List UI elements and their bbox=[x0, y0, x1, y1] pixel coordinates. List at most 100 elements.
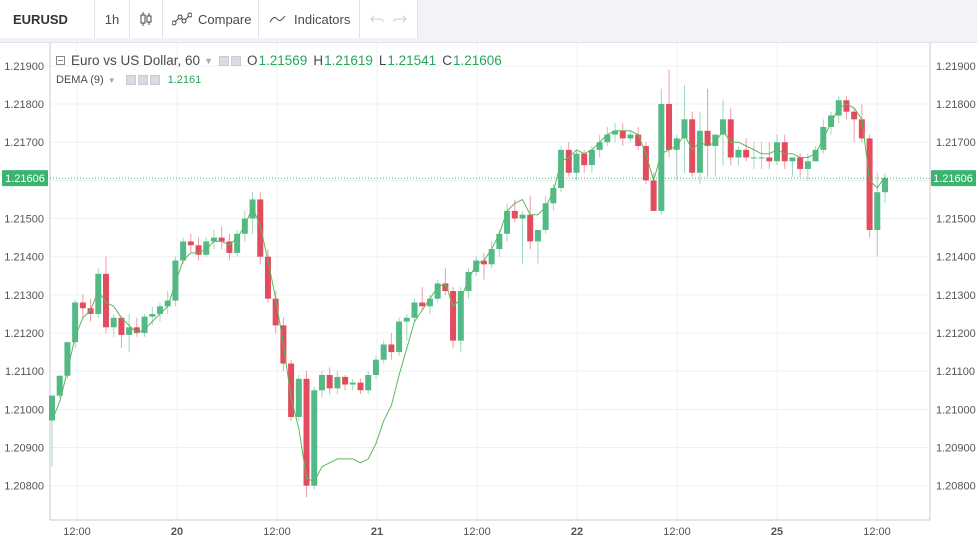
candle bbox=[843, 96, 850, 120]
candle bbox=[72, 300, 79, 349]
candle bbox=[604, 126, 611, 147]
chart-panel[interactable]: 1.219001.218001.217001.216001.215001.214… bbox=[0, 42, 977, 541]
indicators-button[interactable]: Indicators bbox=[259, 0, 360, 38]
candle-body bbox=[573, 153, 580, 173]
candle-body bbox=[480, 260, 487, 265]
candle-body bbox=[380, 344, 387, 360]
candle-body bbox=[388, 344, 395, 353]
candle-body bbox=[619, 130, 626, 139]
candle-body bbox=[635, 134, 642, 147]
candle-body bbox=[272, 298, 279, 326]
candle bbox=[866, 134, 873, 238]
candle-body bbox=[781, 142, 788, 162]
candle bbox=[164, 291, 171, 314]
indicator-dropdown-icon[interactable]: ▼ bbox=[107, 75, 116, 85]
candle bbox=[588, 146, 595, 173]
candle bbox=[388, 333, 395, 360]
candle-body bbox=[689, 119, 696, 173]
candle bbox=[758, 142, 765, 169]
candle bbox=[203, 237, 210, 257]
candle-body bbox=[766, 157, 773, 162]
candle bbox=[226, 233, 233, 261]
candle bbox=[411, 298, 418, 322]
indicator-hide-icon[interactable] bbox=[137, 75, 148, 85]
candle bbox=[750, 142, 757, 169]
settings-icon[interactable] bbox=[218, 55, 229, 66]
left-tick-label: 1.21700 bbox=[4, 137, 44, 149]
candle bbox=[550, 184, 557, 211]
hide-icon[interactable] bbox=[230, 55, 241, 66]
candle-body bbox=[673, 138, 680, 150]
candle-body bbox=[426, 298, 433, 307]
candle bbox=[357, 378, 364, 395]
left-price-axis[interactable]: 1.219001.218001.217001.216001.215001.214… bbox=[4, 61, 44, 493]
candle bbox=[519, 210, 526, 265]
indicator-legend: DEMA (9) ▼ 1.2161 bbox=[56, 74, 201, 86]
candle-body bbox=[488, 249, 495, 265]
undo-icon[interactable] bbox=[370, 14, 384, 24]
right-tick-label: 1.21500 bbox=[936, 214, 976, 226]
candle-body bbox=[882, 178, 888, 193]
candle-body bbox=[735, 149, 742, 158]
candle bbox=[766, 142, 773, 169]
symbol-search-button[interactable]: EURUSD bbox=[0, 0, 95, 38]
indicator-settings-icon[interactable] bbox=[125, 75, 136, 85]
candle-body bbox=[450, 291, 457, 341]
collapse-icon[interactable] bbox=[56, 56, 65, 65]
interval-button[interactable]: 1h bbox=[95, 0, 130, 38]
candle bbox=[349, 378, 356, 391]
candle bbox=[218, 226, 225, 250]
candle bbox=[288, 359, 295, 421]
indicator-remove-icon[interactable] bbox=[149, 75, 160, 85]
candle bbox=[720, 100, 727, 166]
candle-body bbox=[334, 376, 341, 389]
candle-body bbox=[774, 142, 781, 162]
candle-body bbox=[743, 149, 750, 158]
candle bbox=[295, 374, 302, 421]
candle bbox=[434, 279, 441, 303]
candle-body bbox=[866, 138, 873, 230]
candle bbox=[141, 313, 148, 337]
candle bbox=[534, 229, 541, 265]
candle-body bbox=[64, 342, 71, 376]
redo-icon[interactable] bbox=[393, 14, 407, 24]
left-tick-label: 1.21300 bbox=[4, 290, 44, 302]
candle-series bbox=[49, 69, 888, 498]
candle-body bbox=[797, 157, 804, 169]
candle-body bbox=[411, 302, 418, 318]
candle-body bbox=[473, 260, 480, 272]
candle-body bbox=[226, 241, 233, 253]
candle-body bbox=[187, 241, 194, 246]
candle-body bbox=[56, 375, 63, 396]
left-tick-label: 1.21500 bbox=[4, 214, 44, 226]
right-tick-label: 1.21900 bbox=[936, 61, 976, 73]
grid bbox=[49, 43, 931, 521]
candle-body bbox=[542, 203, 549, 230]
series-dropdown-icon[interactable]: ▼ bbox=[204, 55, 213, 66]
time-axis[interactable]: 12:00 20 12:00 21 12:00 22 12:00 25 12:00 bbox=[63, 526, 891, 538]
candle bbox=[573, 149, 580, 181]
candle bbox=[126, 313, 133, 353]
candle-body bbox=[812, 149, 819, 162]
candle bbox=[504, 203, 511, 242]
candle-body bbox=[727, 119, 734, 158]
candle bbox=[311, 386, 318, 490]
candle bbox=[542, 195, 549, 234]
right-price-axis[interactable]: 1.219001.218001.217001.216001.215001.214… bbox=[936, 61, 976, 493]
candle bbox=[465, 268, 472, 299]
indicator-name[interactable]: DEMA (9) bbox=[56, 74, 104, 86]
candle bbox=[851, 107, 858, 143]
candle-body bbox=[612, 130, 619, 135]
interval-label: 1h bbox=[104, 11, 120, 27]
price-chart[interactable]: 1.219001.218001.217001.216001.215001.214… bbox=[0, 43, 977, 541]
chart-style-button[interactable] bbox=[130, 0, 163, 38]
candle-body bbox=[720, 119, 727, 135]
candle-body bbox=[588, 149, 595, 166]
left-tick-label: 1.21200 bbox=[4, 328, 44, 340]
candle bbox=[642, 142, 649, 185]
compare-button[interactable]: Compare bbox=[163, 0, 259, 38]
compare-icon bbox=[172, 12, 192, 26]
candle bbox=[365, 371, 372, 395]
series-title[interactable]: Euro vs US Dollar, 60 bbox=[71, 53, 201, 68]
candle bbox=[326, 367, 333, 395]
